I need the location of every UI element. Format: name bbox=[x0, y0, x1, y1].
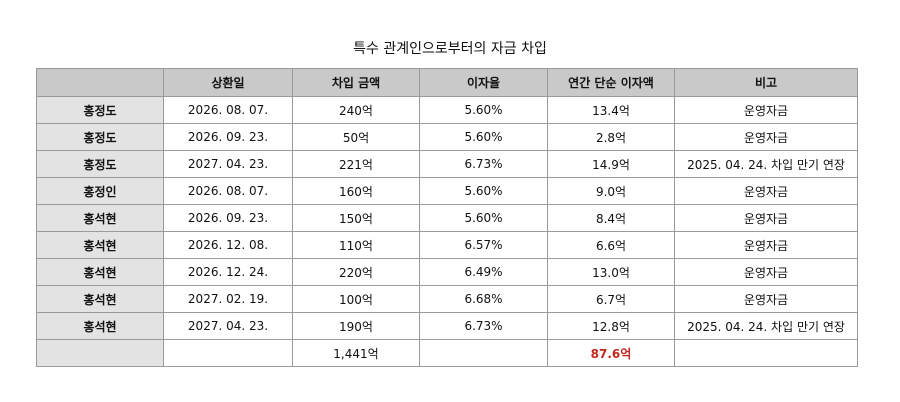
remarks-cell: 운영자금 bbox=[674, 258, 858, 286]
interest-rate-cell: 5.60% bbox=[419, 96, 548, 124]
annual-interest-cell: 13.4억 bbox=[547, 96, 675, 124]
table-row: 홍정도 2027. 04. 23. 221억 6.73% 14.9억 2025.… bbox=[36, 150, 858, 178]
table-row: 홍석현 2026. 12. 24. 220억 6.49% 13.0억 운영자금 bbox=[36, 258, 858, 286]
loan-amount-cell: 110억 bbox=[292, 231, 420, 259]
repayment-date-cell: 2027. 02. 19. bbox=[163, 285, 293, 313]
table-header-row: 상환일 차입 금액 이자율 연간 단순 이자액 비고 bbox=[36, 68, 858, 97]
repayment-date-cell: 2026. 09. 23. bbox=[163, 204, 293, 232]
table-row: 홍석현 2026. 09. 23. 150억 5.60% 8.4억 운영자금 bbox=[36, 204, 858, 232]
header-remarks: 비고 bbox=[674, 68, 858, 97]
lender-cell: 홍정도 bbox=[36, 150, 164, 178]
remarks-cell: 운영자금 bbox=[674, 96, 858, 124]
loan-amount-cell: 220억 bbox=[292, 258, 420, 286]
header-loan-amount: 차입 금액 bbox=[292, 68, 420, 97]
table-row: 홍정도 2026. 09. 23. 50억 5.60% 2.8억 운영자금 bbox=[36, 123, 858, 151]
annual-interest-cell: 14.9억 bbox=[547, 150, 675, 178]
header-interest-rate: 이자율 bbox=[419, 68, 548, 97]
table-row: 홍석현 2027. 04. 23. 190억 6.73% 12.8억 2025.… bbox=[36, 312, 858, 340]
annual-interest-cell: 12.8억 bbox=[547, 312, 675, 340]
repayment-date-cell: 2026. 12. 24. bbox=[163, 258, 293, 286]
lender-cell: 홍석현 bbox=[36, 204, 164, 232]
annual-interest-cell: 2.8억 bbox=[547, 123, 675, 151]
interest-rate-cell: 6.73% bbox=[419, 150, 548, 178]
total-rate-cell bbox=[419, 339, 548, 367]
loan-amount-cell: 221억 bbox=[292, 150, 420, 178]
interest-rate-cell: 6.49% bbox=[419, 258, 548, 286]
table-row: 홍석현 2027. 02. 19. 100억 6.68% 6.7억 운영자금 bbox=[36, 285, 858, 313]
lender-cell: 홍석현 bbox=[36, 285, 164, 313]
total-loan-amount-cell: 1,441억 bbox=[292, 339, 420, 367]
interest-rate-cell: 5.60% bbox=[419, 177, 548, 205]
interest-rate-cell: 5.60% bbox=[419, 123, 548, 151]
table-row: 홍정인 2026. 08. 07. 160억 5.60% 9.0억 운영자금 bbox=[36, 177, 858, 205]
table-row: 홍석현 2026. 12. 08. 110억 6.57% 6.6억 운영자금 bbox=[36, 231, 858, 259]
interest-rate-cell: 6.68% bbox=[419, 285, 548, 313]
total-lender-cell bbox=[36, 339, 164, 367]
repayment-date-cell: 2026. 12. 08. bbox=[163, 231, 293, 259]
page-title: 특수 관계인으로부터의 자금 차입 bbox=[353, 41, 547, 57]
remarks-cell: 운영자금 bbox=[674, 231, 858, 259]
header-annual-interest: 연간 단순 이자액 bbox=[547, 68, 675, 97]
total-annual-interest-cell: 87.6억 bbox=[547, 339, 675, 367]
annual-interest-cell: 6.7억 bbox=[547, 285, 675, 313]
interest-rate-cell: 6.73% bbox=[419, 312, 548, 340]
annual-interest-cell: 6.6억 bbox=[547, 231, 675, 259]
total-row: 1,441억 87.6억 bbox=[36, 339, 858, 367]
loan-amount-cell: 150억 bbox=[292, 204, 420, 232]
lender-cell: 홍정도 bbox=[36, 123, 164, 151]
lender-cell: 홍석현 bbox=[36, 312, 164, 340]
lender-cell: 홍석현 bbox=[36, 258, 164, 286]
repayment-date-cell: 2026. 08. 07. bbox=[163, 177, 293, 205]
loan-amount-cell: 190억 bbox=[292, 312, 420, 340]
remarks-cell: 운영자금 bbox=[674, 285, 858, 313]
total-remarks-cell bbox=[674, 339, 858, 367]
annual-interest-cell: 9.0억 bbox=[547, 177, 675, 205]
header-lender bbox=[36, 68, 164, 97]
header-repayment-date: 상환일 bbox=[163, 68, 293, 97]
remarks-cell: 2025. 04. 24. 차입 만기 연장 bbox=[674, 150, 858, 178]
annual-interest-cell: 13.0억 bbox=[547, 258, 675, 286]
interest-rate-cell: 5.60% bbox=[419, 204, 548, 232]
interest-rate-cell: 6.57% bbox=[419, 231, 548, 259]
loan-table: 상환일 차입 금액 이자율 연간 단순 이자액 비고 홍정도 2026. 08.… bbox=[36, 68, 858, 367]
remarks-cell: 운영자금 bbox=[674, 204, 858, 232]
table-row: 홍정도 2026. 08. 07. 240억 5.60% 13.4억 운영자금 bbox=[36, 96, 858, 124]
lender-cell: 홍정도 bbox=[36, 96, 164, 124]
loan-amount-cell: 160억 bbox=[292, 177, 420, 205]
repayment-date-cell: 2026. 09. 23. bbox=[163, 123, 293, 151]
repayment-date-cell: 2027. 04. 23. bbox=[163, 150, 293, 178]
loan-amount-cell: 100억 bbox=[292, 285, 420, 313]
lender-cell: 홍석현 bbox=[36, 231, 164, 259]
repayment-date-cell: 2026. 08. 07. bbox=[163, 96, 293, 124]
lender-cell: 홍정인 bbox=[36, 177, 164, 205]
annual-interest-cell: 8.4억 bbox=[547, 204, 675, 232]
loan-amount-cell: 240억 bbox=[292, 96, 420, 124]
remarks-cell: 운영자금 bbox=[674, 123, 858, 151]
loan-amount-cell: 50억 bbox=[292, 123, 420, 151]
total-date-cell bbox=[163, 339, 293, 367]
remarks-cell: 운영자금 bbox=[674, 177, 858, 205]
remarks-cell: 2025. 04. 24. 차입 만기 연장 bbox=[674, 312, 858, 340]
repayment-date-cell: 2027. 04. 23. bbox=[163, 312, 293, 340]
